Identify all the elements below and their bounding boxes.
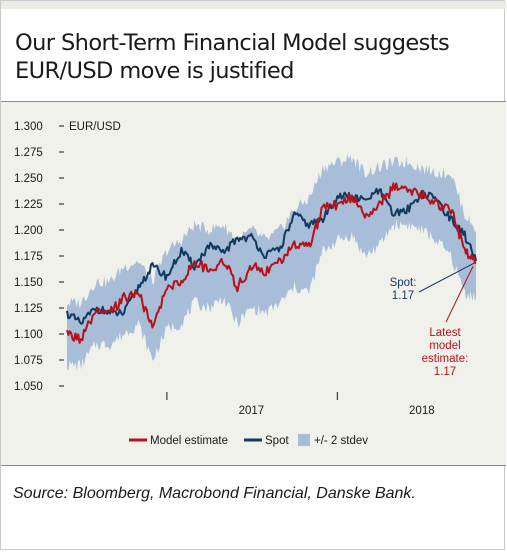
y-tick-label: 1.150 — [14, 277, 43, 289]
model-annotation-text: Latest — [429, 327, 461, 339]
y-tick-label: 1.275 — [14, 147, 43, 159]
model-annotation-text: 1.17 — [434, 366, 456, 378]
legend-label-band: +/- 2 stdev — [314, 435, 368, 447]
y-tick-label: 1.225 — [14, 199, 43, 211]
chart-title: Our Short-Term Financial Model suggests … — [15, 30, 450, 84]
model-line — [66, 182, 477, 344]
spot-annotation-text: Spot: — [390, 277, 417, 289]
chart-divider — [1, 465, 506, 466]
line-chart: 1.050 1.075 1.100 1.125 1.150 1.175 1.200 1.225… — [14, 121, 477, 447]
spot-annotation-leader — [418, 262, 475, 293]
source-note: Source: Bloomberg, Macrobond Financial, … — [13, 485, 416, 502]
y-tick-label: 1.300 — [14, 121, 43, 133]
y-tick-label: 1.075 — [14, 355, 43, 367]
legend-label-spot: Spot — [265, 435, 289, 447]
legend-label-model: Model estimate — [150, 435, 228, 447]
y-tick-label: 1.200 — [14, 225, 43, 237]
model-annotation-leader — [445, 266, 474, 323]
top-band — [1, 1, 506, 9]
y-tick-label: 1.125 — [14, 303, 43, 315]
title-divider — [1, 101, 506, 102]
stdev-band — [67, 153, 476, 371]
y-tick-label: 1.250 — [14, 173, 43, 185]
spot-annotation-text: 1.17 — [392, 290, 414, 302]
model-annotation-text: model — [429, 340, 460, 352]
y-tick-label: 1.175 — [14, 251, 43, 263]
x-tick-label: 2018 — [409, 405, 435, 417]
legend-swatch-band — [298, 434, 310, 446]
x-tick-label: 2017 — [239, 405, 265, 417]
y-tick-label: 1.050 — [14, 381, 43, 393]
y-tick-label: 1.100 — [14, 329, 43, 341]
model-annotation-text: estimate: — [422, 353, 469, 365]
y-axis-label: EUR/USD — [69, 121, 121, 133]
